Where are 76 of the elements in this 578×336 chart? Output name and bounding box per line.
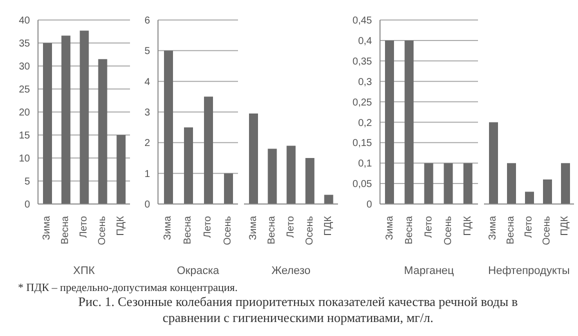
y-tick-label: 5: [144, 46, 150, 58]
x-tick-label: Весна: [404, 216, 415, 244]
y-tick-label: 0,4: [358, 36, 372, 47]
bar: [61, 36, 70, 204]
bar: [224, 173, 233, 204]
x-tick-label: Весна: [60, 216, 72, 244]
x-axis-title: Железо: [271, 265, 311, 277]
text: Рис. 1. Сезонные колебания приоритетных показателей качества речной воды в сравнении с гигиеническими нормативами, мг/л.: [77, 294, 519, 326]
y-tick-label: 5: [24, 176, 30, 188]
y-tick-label: 0: [24, 200, 30, 211]
x-tick-label: Лето: [78, 216, 90, 238]
x-tick-label: Осень: [96, 216, 108, 246]
bar: [525, 192, 534, 204]
y-tick-label: 0,05: [352, 179, 372, 190]
y-tick-label: 0,3: [358, 76, 372, 88]
y-tick-label: 0,25: [352, 97, 372, 108]
x-axis-title: ХПК: [73, 265, 96, 277]
x-tick-label: Зима: [42, 216, 53, 240]
x-tick-label: Зима: [162, 216, 174, 240]
x-tick-label: Лето: [424, 216, 434, 238]
x-tick-label: ПДК: [560, 216, 570, 236]
bar: [164, 50, 173, 204]
x-tick-label: ПДК: [115, 216, 126, 236]
y-tick-label: 0,35: [352, 56, 372, 68]
y-tick-label: 30: [18, 62, 30, 73]
x-tick-label: ПДК: [323, 216, 334, 236]
x-tick-label: Весна: [266, 216, 278, 244]
x-tick-label: Зима: [488, 216, 498, 240]
x-tick-label: Осень: [542, 216, 552, 246]
bar: [116, 135, 126, 204]
bar: [98, 59, 108, 204]
y-tick-label: 3: [144, 108, 150, 119]
x-tick-label: Зима: [384, 216, 396, 240]
x-axis-title: Марганец: [404, 265, 455, 277]
x-tick-label: Лето: [524, 216, 534, 238]
y-tick-label: 40: [18, 16, 30, 27]
y-tick-label: 15: [18, 130, 30, 142]
bar: [543, 179, 552, 204]
y-tick-label: 2: [144, 138, 150, 150]
y-tick-label: 0,15: [352, 138, 372, 150]
y-tick-label: 20: [18, 108, 30, 119]
x-tick-label: Лето: [286, 216, 296, 238]
bar: [324, 194, 334, 204]
y-tick-label: 4: [144, 76, 150, 88]
x-tick-label: Осень: [304, 216, 316, 246]
bar: [43, 43, 52, 204]
bar: [249, 114, 258, 204]
y-tick-label: 0,2: [358, 118, 372, 129]
y-tick-label: 35: [18, 38, 30, 50]
text: * ПДК – предельно-допустимая концентрация.: [18, 282, 239, 294]
bar: [489, 122, 498, 204]
bar: [286, 146, 296, 204]
bar: [184, 127, 193, 204]
bar: [80, 30, 89, 204]
x-tick-label: Весна: [506, 216, 516, 244]
y-tick-label: 0,45: [352, 16, 372, 27]
y-tick-label: 10: [18, 154, 30, 165]
bar: [268, 148, 277, 204]
y-tick-label: 0: [144, 200, 150, 211]
y-tick-label: 25: [18, 84, 30, 96]
y-tick-label: 6: [144, 16, 150, 27]
bar: [507, 163, 516, 204]
bar: [561, 163, 570, 204]
x-tick-label: Осень: [222, 216, 234, 246]
x-tick-label: Лето: [202, 216, 214, 238]
y-tick-label: 1: [144, 168, 150, 180]
y-tick-label: 0: [366, 200, 372, 211]
x-tick-label: Осень: [443, 216, 454, 246]
x-tick-label: ПДК: [462, 216, 474, 236]
bar: [204, 96, 213, 204]
x-axis-title: Окраска: [176, 265, 220, 277]
x-tick-label: Весна: [182, 216, 194, 244]
y-tick-label: 0,1: [358, 158, 372, 170]
bar: [305, 158, 314, 204]
x-tick-label: Зима: [248, 216, 259, 240]
x-axis-title: Нефтепродукты: [488, 265, 570, 277]
